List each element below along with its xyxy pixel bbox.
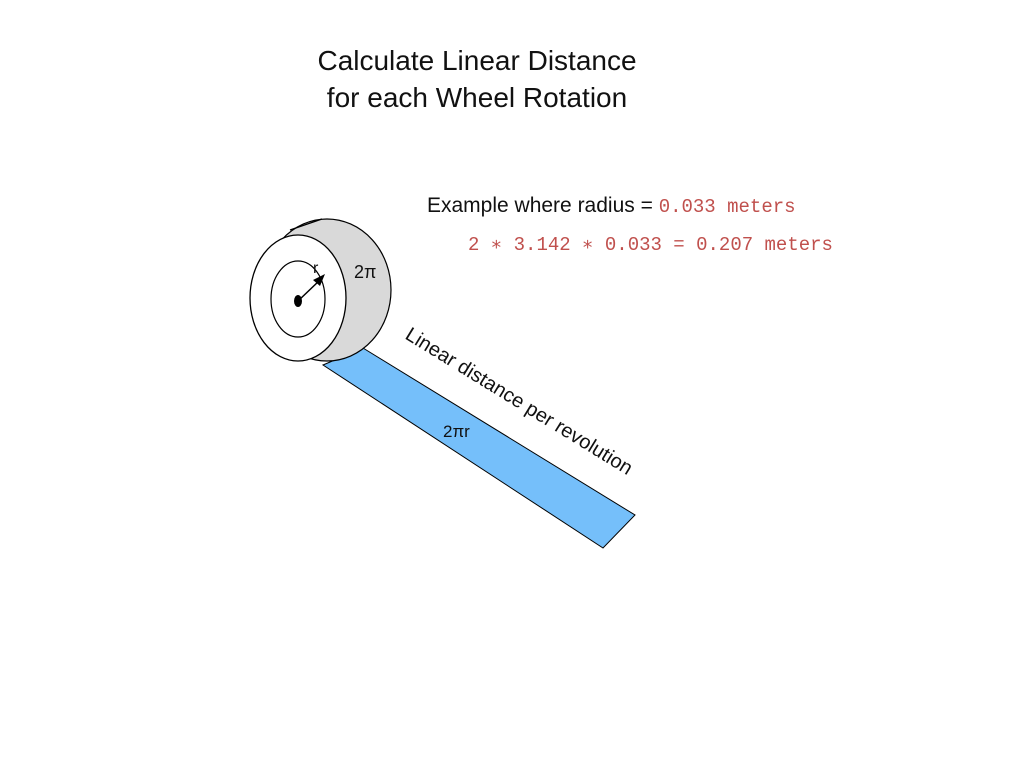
example-label: Example where radius = [427,194,659,217]
radius-label: r [313,260,319,277]
side-label: 2π [354,262,376,282]
radius-value: 0.033 meters [658,196,796,218]
title-line-1: Calculate Linear Distance [317,45,637,76]
strip-label: 2πr [443,422,470,441]
radius-arrow [297,279,321,302]
radius-arrowhead [313,274,325,286]
title-line-2: for each Wheel Rotation [326,82,628,113]
example-line: Example where radius = 0.033 meters [427,194,796,218]
wheel-top-edge [289,218,323,231]
slide-title: Calculate Linear Distance for each Wheel… [277,42,677,116]
calculation-line: 2 ∗ 3.142 ∗ 0.033 = 0.207 meters [468,234,833,256]
